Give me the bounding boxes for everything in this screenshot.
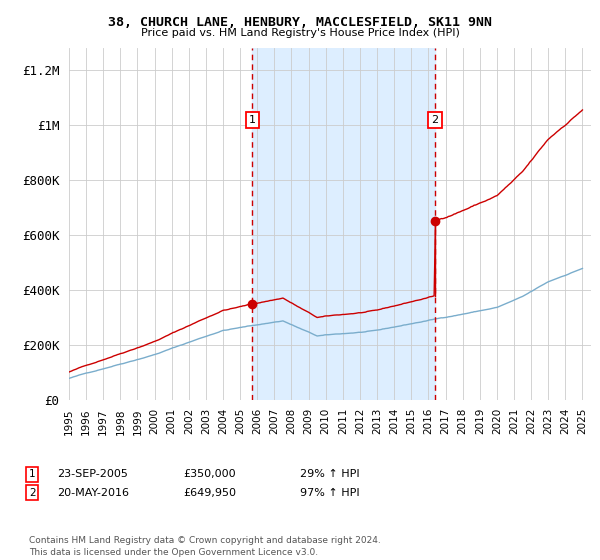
Text: £649,950: £649,950 bbox=[183, 488, 236, 498]
Text: 97% ↑ HPI: 97% ↑ HPI bbox=[300, 488, 359, 498]
Text: 23-SEP-2005: 23-SEP-2005 bbox=[57, 469, 128, 479]
Text: 29% ↑ HPI: 29% ↑ HPI bbox=[300, 469, 359, 479]
Text: 1: 1 bbox=[249, 115, 256, 125]
Bar bbox=[253, 48, 435, 400]
Text: 2: 2 bbox=[29, 488, 35, 498]
Text: 1: 1 bbox=[29, 469, 35, 479]
Text: 20-MAY-2016: 20-MAY-2016 bbox=[57, 488, 129, 498]
Text: Price paid vs. HM Land Registry's House Price Index (HPI): Price paid vs. HM Land Registry's House … bbox=[140, 28, 460, 38]
Text: £350,000: £350,000 bbox=[183, 469, 236, 479]
Text: 38, CHURCH LANE, HENBURY, MACCLESFIELD, SK11 9NN: 38, CHURCH LANE, HENBURY, MACCLESFIELD, … bbox=[108, 16, 492, 29]
Text: Contains HM Land Registry data © Crown copyright and database right 2024.
This d: Contains HM Land Registry data © Crown c… bbox=[29, 536, 380, 557]
Text: 2: 2 bbox=[431, 115, 439, 125]
